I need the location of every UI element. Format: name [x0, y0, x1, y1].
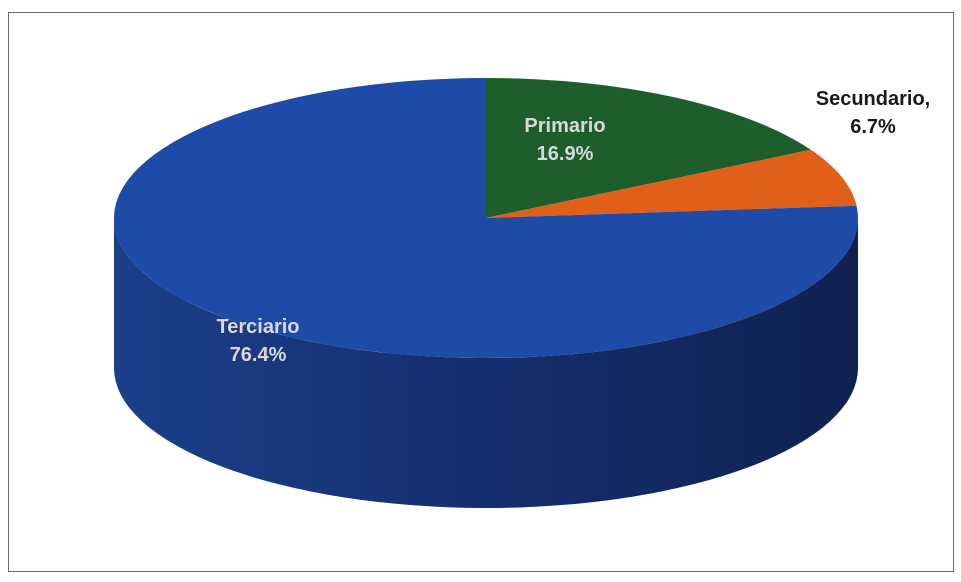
pie-top — [113, 77, 858, 358]
pie-slice-terciario — [113, 77, 858, 358]
slice-value-secundario: 6.7% — [850, 116, 896, 138]
slice-label-secundario: Secundario, — [816, 88, 930, 110]
pie-slice-secundario — [486, 149, 857, 218]
pie-side-terciario — [114, 218, 858, 508]
pie-side — [114, 218, 858, 508]
slice-label-primario: Primario — [524, 115, 605, 137]
slice-label-terciario: Terciario — [217, 316, 300, 338]
pie-slice-primario — [486, 78, 811, 218]
slice-value-primario: 16.9% — [537, 143, 594, 165]
slice-value-terciario: 76.4% — [230, 344, 287, 366]
